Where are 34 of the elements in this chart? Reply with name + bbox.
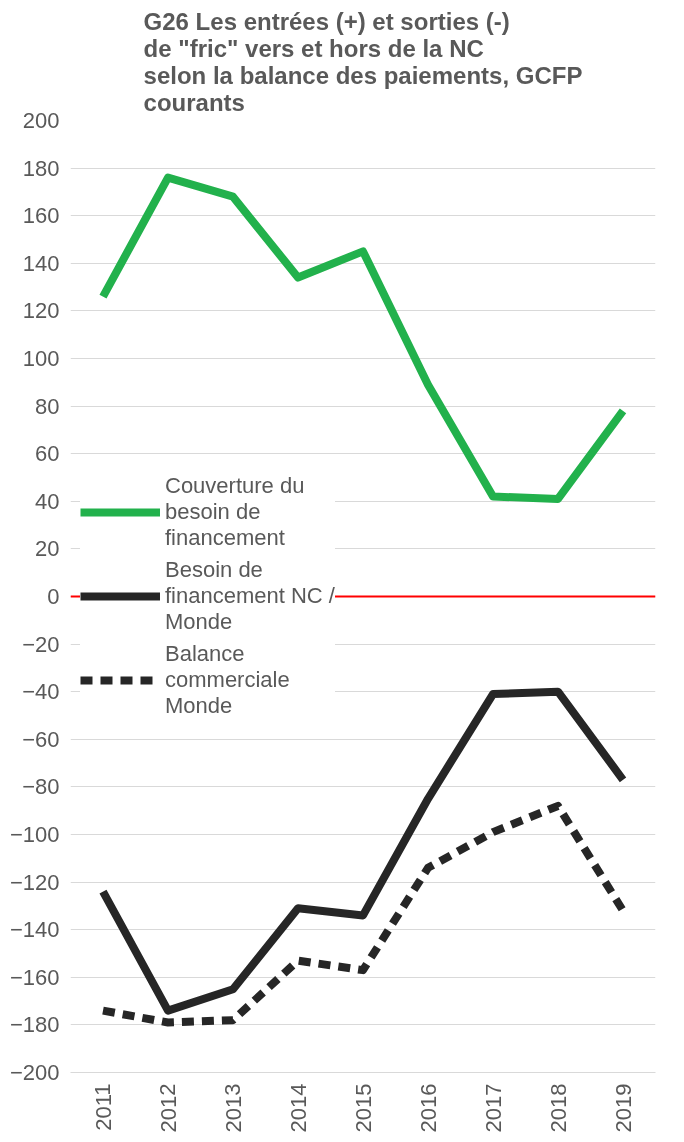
y-tick-label: −20 — [22, 631, 60, 657]
chart-title: G26 Les entrées (+) et sorties (-) de "fric" vers et hors de la NC selon la balance des paiements, GCFP courants — [143, 7, 583, 116]
y-tick-label: 100 — [22, 346, 60, 371]
x-tick-label: 2012 — [155, 1083, 181, 1133]
x-tick-label: 2016 — [415, 1083, 441, 1133]
x-tick-label: 2019 — [610, 1083, 636, 1133]
x-tick-label: 2017 — [480, 1083, 506, 1133]
y-tick-label: 80 — [35, 393, 60, 419]
y-tick-label: −40 — [22, 679, 60, 705]
y-tick-label: 20 — [35, 536, 60, 562]
x-tick-label: 2013 — [220, 1083, 246, 1133]
y-tick-label: −60 — [22, 726, 60, 752]
x-tick-label: 2015 — [350, 1083, 376, 1133]
y-tick-label: −200 — [9, 1060, 60, 1085]
y-tick-label: −80 — [22, 774, 60, 800]
y-tick-label: −140 — [9, 917, 60, 943]
y-tick-label: 120 — [22, 298, 60, 324]
legend-label: Besoin de financement NC / Monde — [165, 557, 335, 635]
y-tick-label: 200 — [22, 108, 60, 133]
y-tick-label: 160 — [22, 203, 60, 229]
y-tick-label: 40 — [35, 488, 60, 514]
x-tick-label: 2011 — [90, 1083, 116, 1131]
legend-label: Couverture du besoin de financement — [165, 473, 305, 551]
y-tick-label: 60 — [35, 441, 60, 467]
y-tick-label: 180 — [22, 155, 60, 181]
y-tick-label: 140 — [22, 250, 60, 276]
x-tick-label: 2018 — [545, 1083, 571, 1133]
y-tick-label: 0 — [47, 584, 60, 609]
legend-label: Balance commerciale Monde — [165, 641, 290, 719]
y-tick-label: −100 — [9, 822, 60, 847]
y-tick-label: −120 — [9, 869, 60, 895]
y-tick-label: −160 — [9, 964, 60, 990]
x-tick-label: 2014 — [285, 1083, 311, 1133]
y-tick-label: −180 — [9, 1012, 60, 1038]
